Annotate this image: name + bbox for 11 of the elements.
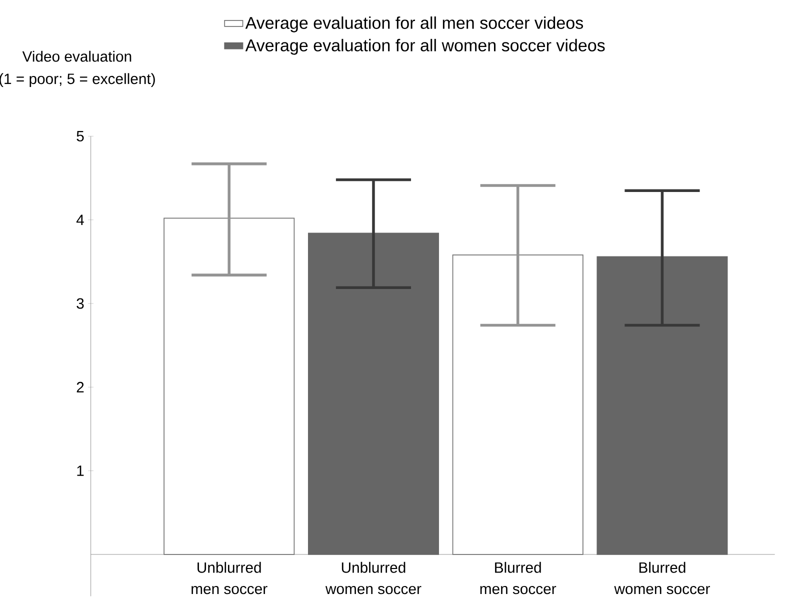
legend-label: Average evaluation for all men soccer videos	[245, 16, 584, 32]
y-tick-label: 5	[76, 130, 84, 142]
y-tick-label: 4	[76, 214, 84, 225]
x-tick-label: Blurred men soccer	[480, 562, 556, 594]
y-tick-label: 1	[77, 466, 84, 476]
x-tick-label: Unblurred men soccer	[192, 562, 268, 594]
y-tick-label: 3	[76, 298, 84, 309]
y-tick-label: 2	[76, 382, 84, 392]
x-tick-label: Unblurred women soccer	[325, 562, 422, 594]
x-tick-label: Blurred women soccer	[614, 562, 710, 594]
legend-label: Average evaluation for all women soccer videos	[245, 38, 605, 55]
